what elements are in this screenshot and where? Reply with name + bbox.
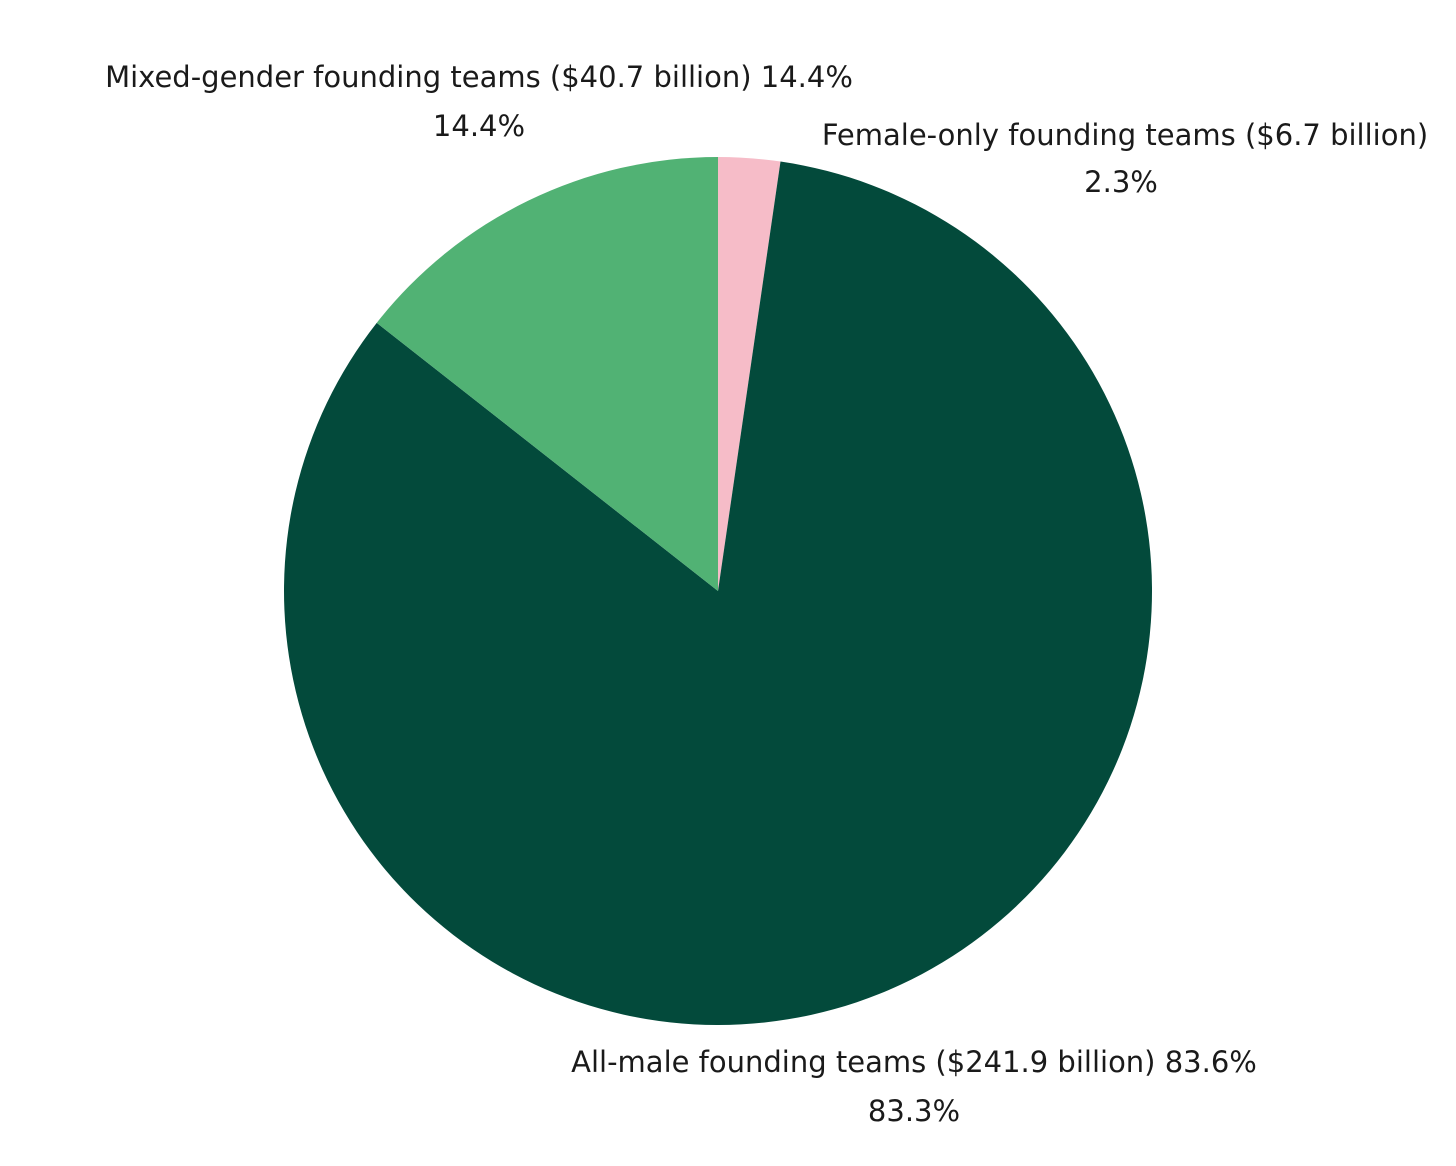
slice-percent-all-male: 83.3% [868,1094,960,1128]
slice-percent-female-only: 2.3% [1084,165,1158,199]
pie-slice-all-male-founding-teams [284,161,1153,1025]
pie-slices [284,157,1153,1025]
slice-label-female-only: Female-only founding teams ($6.7 billion… [822,118,1428,152]
pie-slice-female-only-founding-teams [718,157,781,591]
pie-slice-mixed-gender-founding-teams [376,157,718,591]
slice-label-all-male: All-male founding teams ($241.9 billion)… [571,1045,1257,1079]
slice-label-mixed-gender: Mixed-gender founding teams ($40.7 billi… [105,60,853,94]
slice-percent-mixed-gender: 14.4% [433,109,525,143]
